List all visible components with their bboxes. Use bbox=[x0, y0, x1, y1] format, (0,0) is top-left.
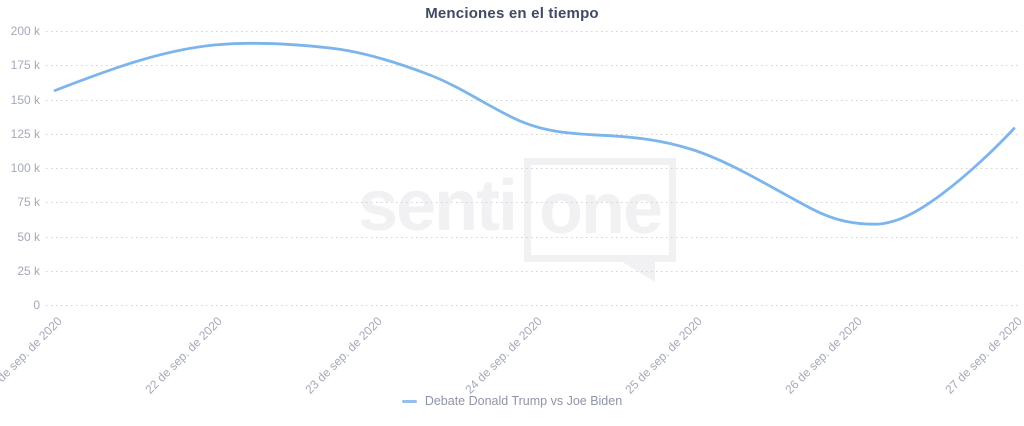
legend-label: Debate Donald Trump vs Joe Biden bbox=[424, 394, 623, 408]
legend: Debate Donald Trump vs Joe Biden bbox=[0, 394, 1024, 408]
y-axis-label: 50 k bbox=[17, 229, 40, 244]
y-axis-label: 75 k bbox=[17, 195, 40, 210]
gridline-175k bbox=[46, 65, 1019, 66]
series-line-debate-trump-vs-biden[interactable] bbox=[53, 41, 1016, 226]
y-axis-label: 0 bbox=[33, 298, 40, 312]
watermark-text-senti: senti bbox=[358, 166, 518, 246]
watermark-text-one: one bbox=[539, 169, 663, 249]
legend-item-debate-trump-vs-biden[interactable]: Debate Donald Trump vs Joe Biden bbox=[401, 394, 623, 408]
gridline-125k bbox=[46, 133, 1019, 135]
gridline-75k bbox=[46, 202, 1019, 204]
gridline-100k bbox=[46, 168, 1019, 169]
y-axis-label: 125 k bbox=[10, 126, 40, 141]
y-axis-label: 25 k bbox=[17, 263, 40, 278]
watermark-speech-bubble: one bbox=[524, 158, 677, 282]
gridline-150k bbox=[46, 99, 1019, 101]
chart-title: Menciones en el tiempo bbox=[425, 5, 599, 22]
y-axis-label: 100 k bbox=[10, 161, 40, 175]
gridline-25k bbox=[46, 270, 1019, 272]
gridline-0 bbox=[46, 305, 1019, 306]
y-axis-label: 150 k bbox=[10, 92, 40, 107]
sentione-watermark: senti one bbox=[358, 158, 677, 282]
y-axis-label: 200 k bbox=[10, 24, 40, 38]
y-axis-label: 175 k bbox=[10, 58, 40, 72]
gridline-200k bbox=[46, 31, 1019, 32]
gridline-50k bbox=[46, 236, 1019, 238]
legend-line-marker-icon bbox=[401, 399, 417, 403]
